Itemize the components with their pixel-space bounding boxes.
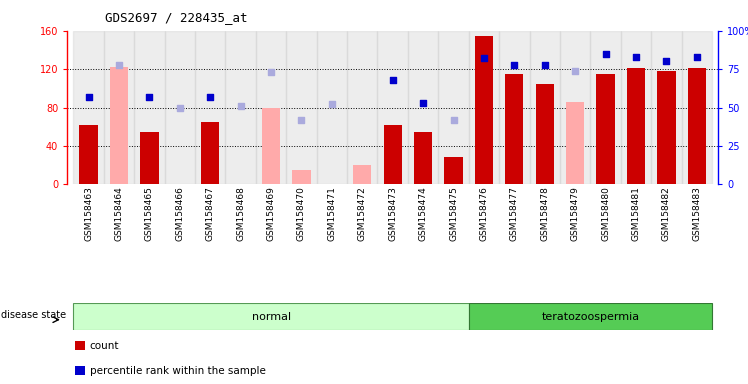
Point (387, 77, 399, 83)
Bar (681, 31, 712, 184)
Text: GSM158475: GSM158475 (449, 187, 458, 242)
Bar (566, 102, 584, 184)
Point (417, 100, 429, 106)
Point (295, 117, 307, 123)
Point (539, 61, 551, 68)
Bar (201, 122, 219, 184)
Text: GSM158480: GSM158480 (601, 187, 610, 242)
Text: GSM158463: GSM158463 (84, 187, 93, 242)
Text: GSM158473: GSM158473 (388, 187, 397, 242)
Point (660, 58, 672, 65)
Bar (286, 31, 316, 184)
Text: percentile rank within the sample: percentile rank within the sample (90, 366, 266, 376)
Bar (560, 31, 590, 184)
Text: GSM158481: GSM158481 (631, 187, 640, 242)
Point (204, 94, 216, 100)
Text: GSM158482: GSM158482 (662, 187, 671, 242)
Text: GSM158469: GSM158469 (266, 187, 275, 242)
Text: GSM158468: GSM158468 (236, 187, 245, 242)
Bar (657, 71, 675, 184)
Bar (475, 36, 493, 184)
Point (82, 94, 94, 100)
Bar (347, 31, 378, 184)
Bar (225, 31, 256, 184)
Bar (438, 31, 469, 184)
Bar (292, 170, 310, 184)
Bar (408, 31, 438, 184)
Text: GSM158467: GSM158467 (206, 187, 215, 242)
Text: GSM158479: GSM158479 (571, 187, 580, 242)
Text: disease state: disease state (1, 310, 67, 320)
Bar (627, 68, 645, 184)
Point (478, 55, 490, 61)
Text: GSM158470: GSM158470 (297, 187, 306, 242)
Bar (110, 67, 128, 184)
Bar (256, 31, 286, 184)
Bar (73, 303, 469, 330)
Bar (590, 31, 621, 184)
Bar (134, 31, 165, 184)
Bar (469, 31, 499, 184)
Text: GDS2697 / 228435_at: GDS2697 / 228435_at (105, 12, 248, 25)
Bar (469, 303, 712, 330)
Text: GSM158478: GSM158478 (540, 187, 549, 242)
Text: GSM158474: GSM158474 (419, 187, 428, 242)
Bar (104, 31, 134, 184)
Bar (621, 31, 652, 184)
Point (447, 117, 459, 123)
Text: GSM158471: GSM158471 (328, 187, 337, 242)
Bar (141, 131, 159, 184)
Text: GSM158466: GSM158466 (175, 187, 184, 242)
Bar (499, 31, 530, 184)
Text: GSM158465: GSM158465 (145, 187, 154, 242)
Bar (652, 31, 681, 184)
Bar (378, 31, 408, 184)
Bar (414, 131, 432, 184)
Bar (530, 31, 560, 184)
Text: GSM158464: GSM158464 (114, 187, 123, 242)
Point (113, 61, 125, 68)
Text: count: count (90, 341, 119, 351)
Text: GSM158476: GSM158476 (479, 187, 488, 242)
Text: GSM158477: GSM158477 (510, 187, 519, 242)
Bar (353, 165, 372, 184)
Bar (73, 31, 104, 184)
Point (600, 51, 612, 57)
Bar (596, 74, 615, 184)
Point (630, 54, 642, 60)
Point (691, 54, 703, 60)
Point (144, 94, 156, 100)
Bar (316, 31, 347, 184)
Bar (687, 68, 706, 184)
Point (174, 104, 186, 111)
Bar (444, 157, 463, 184)
Point (569, 68, 581, 74)
Bar (195, 31, 225, 184)
Point (265, 69, 277, 75)
Point (235, 103, 247, 109)
Text: GSM158483: GSM158483 (693, 187, 702, 242)
Text: normal: normal (251, 312, 291, 322)
Point (326, 101, 338, 108)
Bar (262, 108, 280, 184)
Bar (536, 84, 554, 184)
Bar (384, 125, 402, 184)
Bar (505, 74, 524, 184)
Point (509, 61, 521, 68)
Bar (79, 125, 98, 184)
Bar (165, 31, 195, 184)
Text: GSM158472: GSM158472 (358, 187, 367, 242)
Text: teratozoospermia: teratozoospermia (542, 312, 640, 322)
